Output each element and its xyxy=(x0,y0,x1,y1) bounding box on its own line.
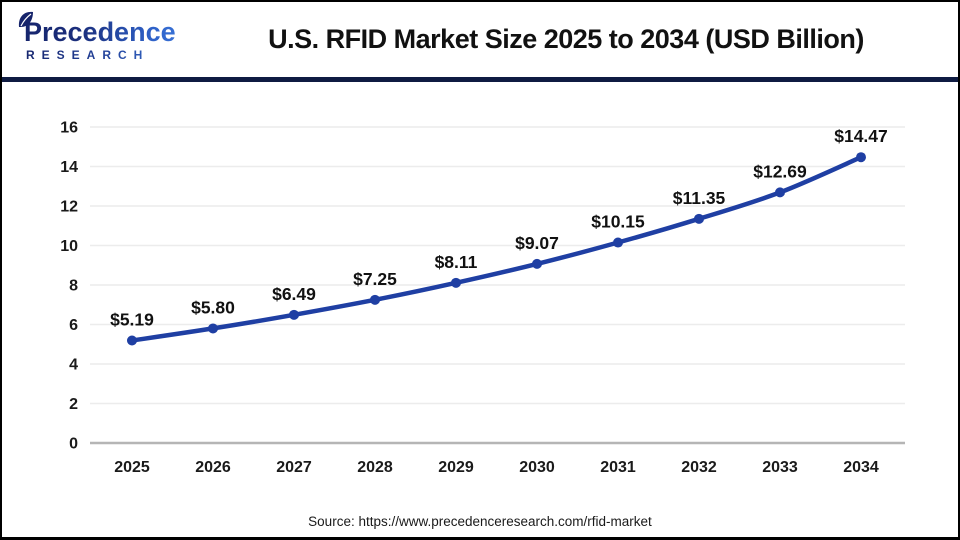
x-tick-label: 2034 xyxy=(843,459,879,476)
x-tick-label: 2033 xyxy=(762,459,798,476)
leaf-icon xyxy=(18,11,33,27)
data-point-label: $5.19 xyxy=(110,309,154,329)
header-divider xyxy=(2,77,958,82)
y-tick-label: 14 xyxy=(60,159,78,176)
x-tick-label: 2029 xyxy=(438,459,474,476)
x-tick-label: 2030 xyxy=(519,459,555,476)
x-tick-label: 2027 xyxy=(276,459,312,476)
data-point xyxy=(775,187,785,198)
y-tick-label: 0 xyxy=(69,436,78,453)
source-note: Source: https://www.precedenceresearch.c… xyxy=(308,514,652,529)
x-tick-label: 2026 xyxy=(195,459,231,476)
data-point-label: $9.07 xyxy=(515,233,559,253)
x-tick-label: 2031 xyxy=(600,459,636,476)
data-point xyxy=(613,237,623,248)
data-point xyxy=(532,258,542,269)
data-point xyxy=(694,213,704,224)
y-tick-label: 6 xyxy=(69,317,78,334)
x-tick-label: 2028 xyxy=(357,459,393,476)
data-point xyxy=(451,277,461,288)
data-point-label: $8.11 xyxy=(435,252,478,272)
data-point-label: $12.69 xyxy=(753,161,807,181)
data-point xyxy=(370,294,380,305)
x-tick-label: 2025 xyxy=(114,459,150,476)
precedence-research-logo: Precedence RESEARCH xyxy=(18,11,198,61)
data-point-label: $11.35 xyxy=(673,188,726,208)
data-point xyxy=(289,309,299,320)
data-point-label: $6.49 xyxy=(272,284,316,304)
logo-wordmark: Precedence xyxy=(18,18,198,46)
header: Precedence RESEARCH U.S. RFID Market Siz… xyxy=(2,2,958,77)
y-tick-label: 16 xyxy=(60,120,78,137)
series-line xyxy=(129,154,864,343)
data-point-label: $5.80 xyxy=(191,297,235,317)
logo-subtitle: RESEARCH xyxy=(18,49,198,61)
y-tick-label: 10 xyxy=(60,238,78,255)
y-tick-label: 8 xyxy=(69,278,78,295)
chart-area: 0 2 4 6 8 10 12 14 16 2025 2026 2027 2028 2029 2030 203… xyxy=(2,82,958,502)
data-point xyxy=(208,323,218,334)
data-point xyxy=(127,335,137,346)
y-tick-label: 2 xyxy=(69,396,78,413)
page-title: U.S. RFID Market Size 2025 to 2034 (USD … xyxy=(268,24,864,54)
y-tick-label: 12 xyxy=(60,199,78,216)
y-tick-label: 4 xyxy=(69,357,78,374)
line-chart: 0 2 4 6 8 10 12 14 16 2025 2026 2027 2028 2029 2030 203… xyxy=(60,120,905,476)
data-point-label: $14.47 xyxy=(834,126,888,146)
data-point-label: $10.15 xyxy=(591,212,645,232)
data-point-label: $7.25 xyxy=(353,269,397,289)
data-point xyxy=(856,152,866,163)
x-tick-label: 2032 xyxy=(681,459,717,476)
